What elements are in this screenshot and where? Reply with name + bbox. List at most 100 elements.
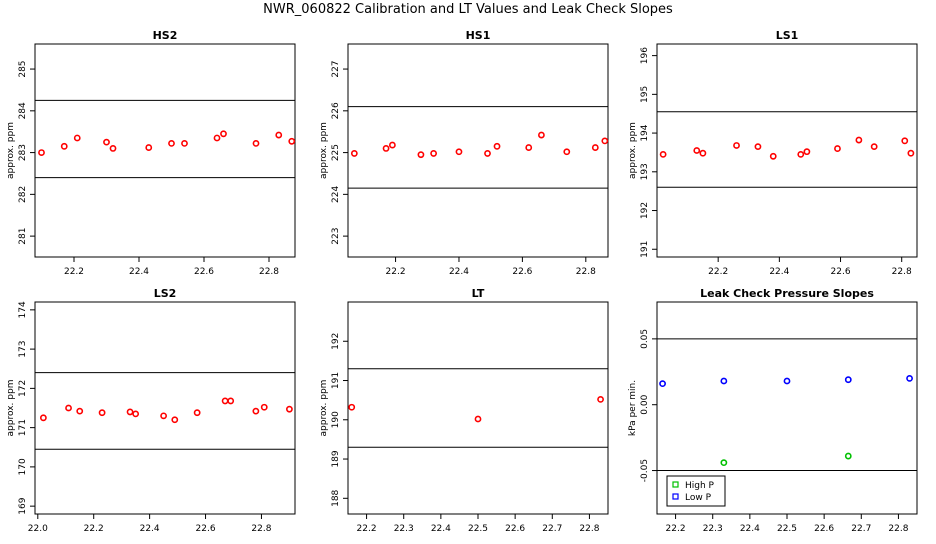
panel-hs2: HS2 22.2 22.4 22.6 22.8 281 282 283 284 285 approx… (6, 29, 296, 277)
data-point (493, 142, 501, 150)
data-point (455, 148, 463, 156)
data-point (145, 144, 153, 151)
x-tick-label: 22.2 (357, 524, 377, 534)
data-point (109, 145, 117, 152)
data-point (803, 148, 811, 156)
panel-ls1: LS1 22.2 22.4 22.6 22.8 191 192 193 194 195 196 app… (628, 29, 918, 277)
y-tick-label: 192 (640, 202, 650, 219)
y-tick-label: 227 (331, 60, 341, 77)
x-tick-label: 22.3 (394, 524, 414, 534)
x-tick-label: 22.2 (708, 267, 728, 277)
data-point (563, 148, 571, 156)
data-point (193, 409, 201, 417)
y-tick-label: 282 (18, 186, 28, 203)
plot-frame (347, 43, 609, 258)
x-tick-label: 22.6 (831, 267, 851, 277)
data-point (38, 149, 45, 156)
data-point (252, 139, 260, 147)
data-point (76, 407, 84, 415)
data-point (754, 143, 762, 151)
y-tick-label: 194 (640, 124, 650, 141)
x-tick-label: 22.7 (542, 524, 562, 534)
data-point (659, 380, 666, 388)
x-tick-label: 22.5 (777, 524, 797, 534)
y-axis-label: approx. ppm (6, 122, 16, 179)
x-tick-label: 22.4 (740, 524, 760, 534)
y-tick-label: 196 (640, 47, 650, 64)
x-tick-label: 22.8 (259, 267, 279, 277)
y-tick-label: 226 (331, 102, 341, 119)
y-tick-label: -0.05 (640, 459, 650, 482)
x-tick-label: 22.2 (64, 267, 84, 277)
x-tick-label: 22.3 (703, 524, 723, 534)
data-point (601, 137, 609, 145)
data-point (260, 403, 268, 411)
figure-title: NWR_060822 Calibration and LT Values and… (263, 2, 673, 17)
y-tick-label: 171 (18, 419, 28, 436)
data-point (797, 150, 805, 158)
y-tick-label: 281 (18, 228, 28, 245)
x-tick-label: 22.8 (251, 524, 271, 534)
x-tick-label: 22.0 (28, 524, 48, 534)
y-tick-label: 188 (331, 489, 341, 506)
y-tick-label: 190 (331, 411, 341, 428)
data-point (870, 143, 878, 151)
data-point (783, 377, 791, 385)
data-point (388, 141, 396, 149)
panel-title: Leak Check Pressure Slopes (700, 287, 874, 300)
data-point (733, 142, 740, 149)
data-point (474, 415, 482, 423)
y-tick-label: 173 (18, 341, 28, 358)
y-tick-label: 283 (18, 144, 28, 161)
data-point (252, 407, 260, 415)
data-point (160, 412, 168, 420)
y-tick-label: 192 (331, 333, 341, 350)
x-tick-label: 22.2 (386, 267, 406, 277)
y-tick-label: 193 (640, 163, 650, 180)
y-tick-label: 224 (331, 185, 341, 202)
data-point (350, 150, 358, 157)
panel-title: LT (472, 287, 485, 300)
y-axis-label: approx. ppm (6, 380, 16, 437)
data-point (844, 452, 852, 460)
data-point (901, 137, 909, 145)
y-tick-label: 172 (18, 380, 28, 397)
x-tick-label: 22.4 (431, 524, 451, 534)
data-point (171, 416, 179, 424)
x-tick-label: 22.6 (196, 524, 216, 534)
y-tick-label: 170 (18, 458, 28, 475)
panel-lt: LT 22.2 22.3 22.4 22.5 22.6 22.7 22.8 188 189 190 1… (319, 287, 609, 534)
panel-hs1: HS1 22.2 22.4 22.6 22.8 223 224 225 226 227 approx… (319, 29, 609, 277)
data-point (855, 136, 863, 144)
data-point (65, 404, 72, 412)
y-tick-label: 174 (18, 301, 28, 318)
data-point (699, 149, 707, 157)
y-axis-label: approx. ppm (628, 122, 638, 179)
data-point (382, 145, 390, 152)
x-tick-label: 22.4 (449, 267, 469, 277)
data-point (720, 459, 728, 467)
data-point (73, 134, 81, 142)
y-tick-label: 223 (331, 228, 341, 245)
y-axis-label: approx. ppm (319, 380, 329, 437)
data-point (132, 410, 140, 418)
data-point (538, 131, 545, 139)
data-point (591, 144, 599, 151)
plot-frame (34, 43, 296, 258)
data-point (227, 397, 235, 405)
data-point (525, 144, 533, 151)
x-tick-label: 22.2 (84, 524, 104, 534)
data-point (484, 150, 491, 157)
data-point (103, 138, 110, 146)
y-tick-label: 191 (331, 372, 341, 389)
y-tick-label: 195 (640, 86, 650, 103)
y-tick-label: 0.05 (640, 329, 650, 349)
x-tick-label: 22.4 (129, 267, 149, 277)
y-tick-label: 0.00 (640, 394, 650, 414)
data-point (906, 374, 913, 382)
y-axis-label: kPa per min. (628, 380, 638, 436)
panel-leak: Leak Check Pressure Slopes 22.2 22.3 22.4 22… (628, 287, 918, 534)
x-tick-label: 22.4 (140, 524, 160, 534)
data-point (275, 131, 283, 139)
